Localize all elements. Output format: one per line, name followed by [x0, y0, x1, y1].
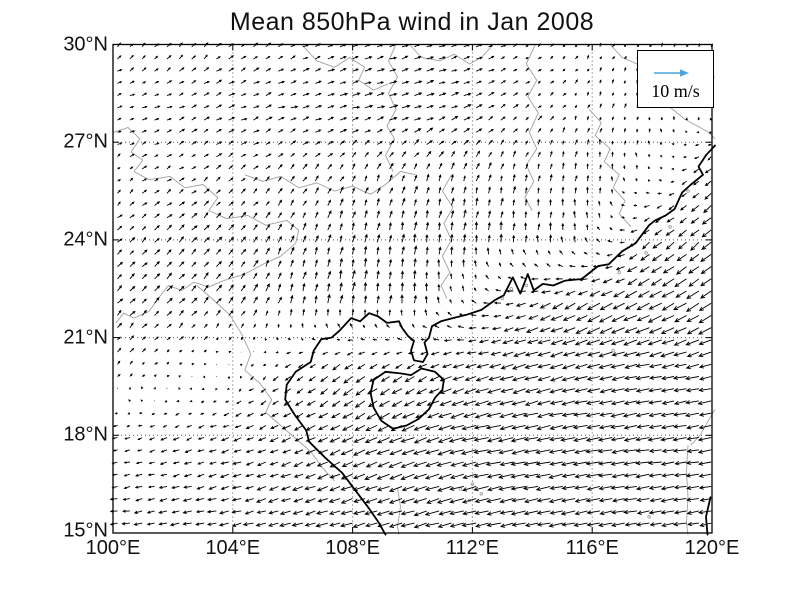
y-tick-label: 24°N	[63, 228, 108, 251]
reference-wind-arrow-icon	[638, 59, 713, 81]
x-tick-label: 112°E	[445, 537, 500, 559]
y-tick-label: 21°N	[63, 326, 108, 349]
x-tick-label: 116°E	[565, 537, 619, 559]
y-tick-label: 27°N	[63, 130, 108, 153]
y-tick-label: 15°N	[63, 519, 108, 542]
y-tick-label: 30°N	[63, 33, 108, 55]
legend: 10 m/s	[637, 50, 714, 108]
x-tick-label: 108°E	[325, 537, 380, 559]
x-tick-label: 104°E	[205, 537, 261, 559]
legend-label: 10 m/s	[651, 81, 700, 101]
x-tick-label: 100°E	[85, 537, 141, 559]
y-tick-label: 18°N	[63, 423, 108, 446]
chart-title: Mean 850hPa wind in Jan 2008	[229, 8, 595, 36]
x-tick-label: 120°E	[684, 537, 740, 559]
wind-vectors	[109, 42, 714, 529]
